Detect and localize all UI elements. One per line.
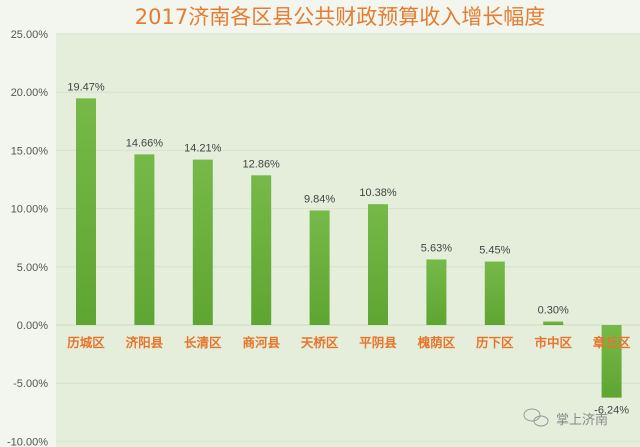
y-tick-label: -5.00% <box>13 378 48 390</box>
x-category-label: 市中区 <box>534 335 572 350</box>
data-label: 5.63% <box>421 242 452 254</box>
y-tick-label: 5.00% <box>17 262 48 274</box>
bar <box>76 98 96 325</box>
y-tick-label: 0.00% <box>17 320 48 332</box>
y-tick-label: 10.00% <box>11 204 49 216</box>
y-tick-label: 25.00% <box>11 29 49 41</box>
x-category-label: 章丘区 <box>593 335 631 350</box>
x-category-label: 历城区 <box>67 335 105 350</box>
watermark-text: 掌上济南 <box>556 412 608 428</box>
x-category-label: 历下区 <box>476 335 514 350</box>
data-label: 14.66% <box>126 137 164 149</box>
y-tick-label: 20.00% <box>11 87 49 99</box>
chart-title: 2017济南各区县公共财政预算收入增长幅度 <box>135 5 545 29</box>
y-tick-label: 15.00% <box>11 145 49 157</box>
bar <box>134 154 155 325</box>
bar <box>543 321 564 325</box>
bar <box>484 261 505 325</box>
data-label: 9.84% <box>304 193 335 205</box>
watermark: 掌上济南 <box>523 408 608 428</box>
data-label: -6.24% <box>594 405 629 417</box>
bar <box>426 259 447 325</box>
x-category-label: 槐荫区 <box>417 335 456 350</box>
data-label: 0.30% <box>538 305 569 317</box>
x-category-label: 济阳县 <box>126 335 164 350</box>
data-label: 12.86% <box>243 158 281 170</box>
bar <box>368 204 388 325</box>
bar <box>309 210 330 325</box>
y-tick-label: -10.00% <box>7 436 48 447</box>
bar <box>251 175 272 325</box>
x-category-label: 平阴县 <box>359 335 397 350</box>
data-label: 10.38% <box>359 187 397 199</box>
data-label: 14.21% <box>184 143 222 155</box>
x-category-label: 商河县 <box>242 335 280 350</box>
data-label: 19.47% <box>67 81 105 93</box>
x-category-label: 长清区 <box>184 335 222 350</box>
x-category-label: 天桥区 <box>301 335 339 350</box>
bar <box>601 325 622 398</box>
data-label: 5.45% <box>479 245 510 257</box>
wechat-icon <box>523 408 549 427</box>
bar <box>192 159 213 325</box>
